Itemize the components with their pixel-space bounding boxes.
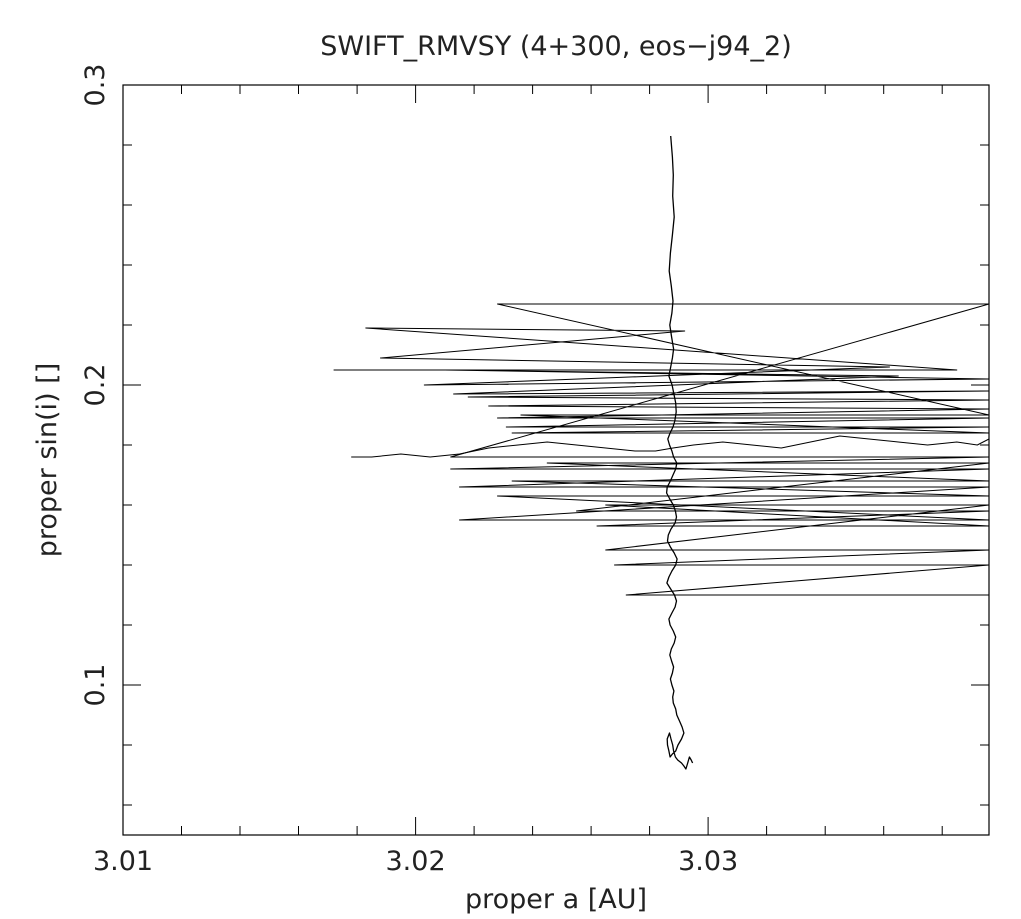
tick-labels: 3.01 3.02 3.03 0.1 0.2 0.3: [80, 64, 738, 877]
x-tick-label: 3.03: [678, 846, 738, 877]
series-layer: [333, 135, 990, 770]
y-tick-label: 0.2: [80, 364, 111, 407]
series-line-1: [665, 135, 694, 770]
x-tick-label: 3.01: [93, 846, 153, 877]
y-tick-label: 0.1: [80, 664, 111, 707]
plot-frame: [122, 84, 990, 836]
y-tick-label: 0.3: [80, 64, 111, 107]
series-line-3: [333, 303, 990, 596]
x-tick-label: 3.02: [386, 846, 446, 877]
y-axis-label: proper sin(i) []: [32, 363, 63, 558]
chart-title: SWIFT_RMVSY (4+300, eos−j94_2): [320, 31, 792, 62]
x-axis-label: proper a [AU]: [465, 884, 647, 915]
axis-ticks: [122, 84, 989, 835]
